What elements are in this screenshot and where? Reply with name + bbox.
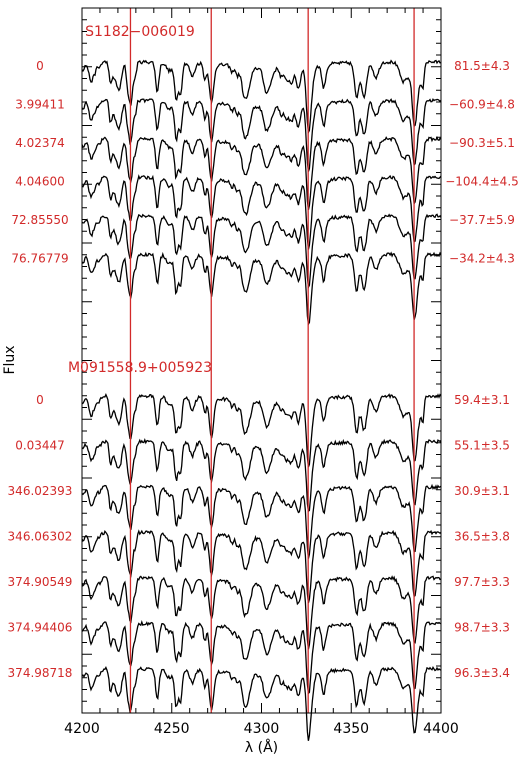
epoch-label: 0: [36, 59, 44, 73]
spectrum-line: [81, 136, 442, 211]
x-tick-label: 4250: [154, 721, 190, 737]
star-name-label: M091558.9+005923: [68, 360, 212, 376]
epoch-label: 374.98718: [8, 666, 73, 680]
epoch-label: 346.06302: [8, 530, 73, 544]
spectrum-line: [81, 575, 442, 650]
x-tick-label: 4350: [333, 721, 369, 737]
epoch-label: 72.85550: [11, 213, 68, 227]
rv-label: 97.7±3.3: [454, 575, 510, 589]
rv-label: −34.2±4.3: [449, 252, 515, 266]
spectrum-line: [81, 59, 442, 135]
epoch-label: 76.76779: [11, 252, 68, 266]
reference-lines: [129, 8, 415, 713]
epoch-label: 0: [36, 393, 44, 407]
rv-label: 55.1±3.5: [454, 439, 510, 453]
spectrum-line: [81, 98, 442, 172]
epoch-label: 4.02374: [15, 136, 65, 150]
spectra-layer: [81, 59, 442, 741]
rv-label: −60.9±4.8: [449, 98, 515, 112]
text-labels: 0 81.5±4.3 3.99411 −60.9±4.8 4.02374 −90.3±5.…: [2, 24, 519, 756]
x-tick-label: 4200: [64, 721, 100, 737]
x-tick-label: 4300: [244, 721, 280, 737]
x-axis-label: λ (Å): [245, 739, 278, 756]
spectrum-line: [81, 438, 442, 513]
epoch-label: 0.03447: [15, 439, 65, 453]
spectrum-line: [81, 251, 442, 327]
rv-label: 36.5±3.8: [454, 530, 510, 544]
rv-label: 96.3±3.4: [454, 666, 510, 680]
rv-label: 98.7±3.3: [454, 621, 510, 635]
rv-label: −90.3±5.1: [449, 136, 515, 150]
epoch-label: 374.90549: [8, 575, 73, 589]
axis-ticks: [81, 7, 442, 714]
epoch-label: 374.94406: [8, 621, 73, 635]
rv-label: −104.4±4.5: [445, 175, 519, 189]
y-axis-label: Flux: [2, 345, 18, 374]
spectrum-line: [81, 483, 442, 559]
x-tick-label: 4400: [423, 721, 459, 737]
rv-label: −37.7±5.9: [449, 213, 515, 227]
epoch-label: 346.02393: [8, 484, 73, 498]
rv-label: 59.4±3.1: [454, 393, 510, 407]
spectrum-line: [81, 174, 442, 250]
spectrum-line: [81, 529, 442, 604]
epoch-label: 3.99411: [15, 98, 65, 112]
spectrum-line: [81, 620, 442, 695]
rv-label: 30.9±3.1: [454, 484, 510, 498]
rv-label: 81.5±4.3: [454, 59, 510, 73]
spectrum-line: [81, 665, 442, 741]
epoch-label: 4.04600: [15, 175, 65, 189]
spectrum-line: [81, 213, 442, 290]
spectrum-line: [81, 392, 442, 468]
star-name-label: S1182−006019: [85, 24, 195, 40]
